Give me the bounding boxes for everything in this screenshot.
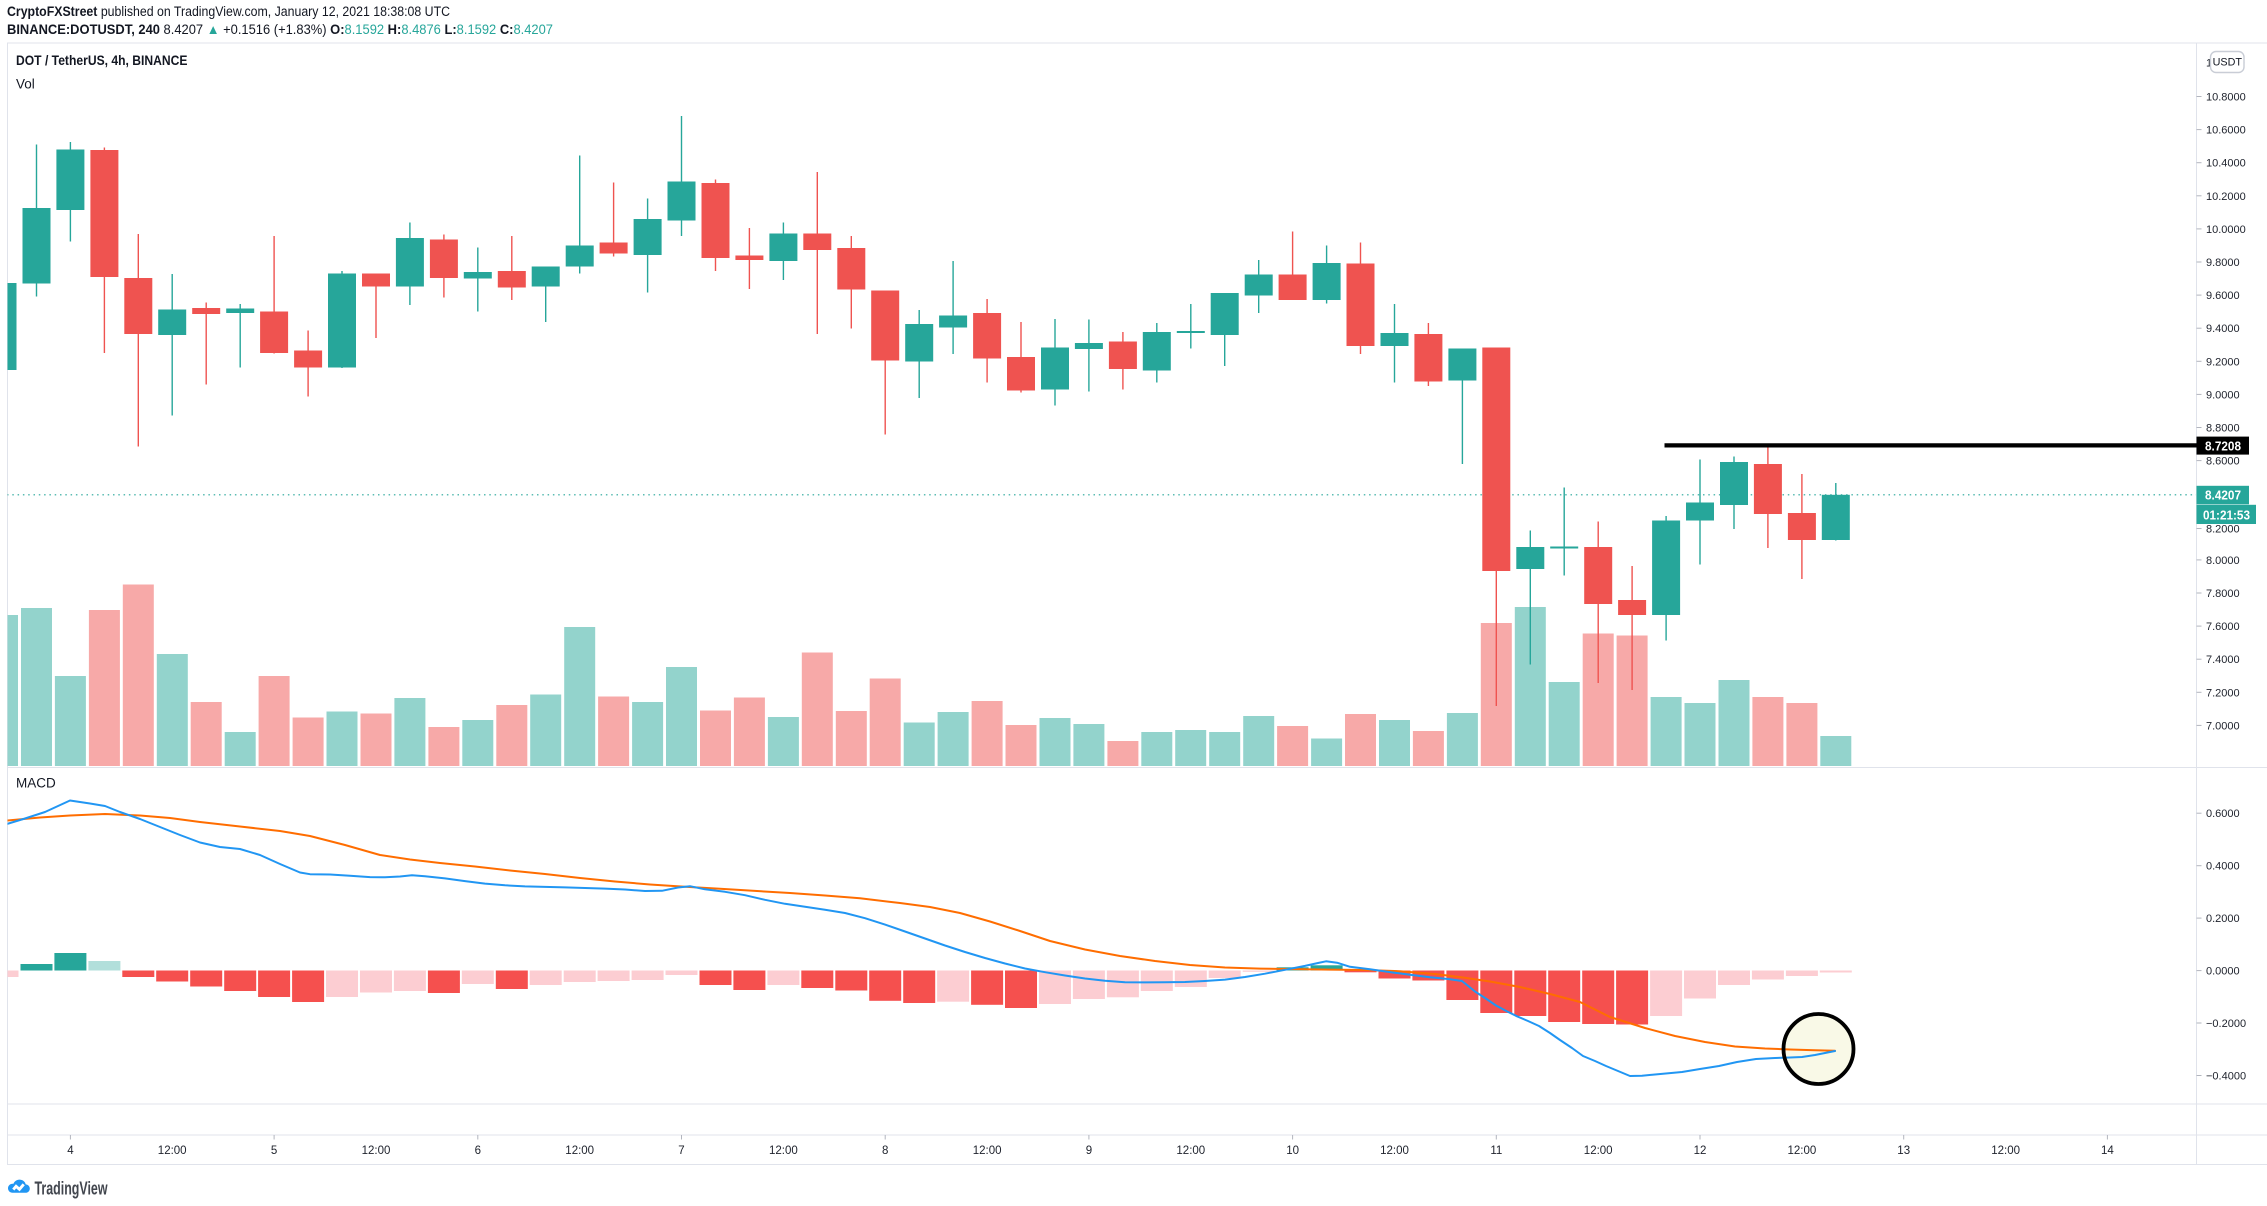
svg-text:12:00: 12:00 bbox=[1584, 1145, 1613, 1157]
svg-text:8: 8 bbox=[882, 1145, 888, 1157]
svg-text:−0.2000: −0.2000 bbox=[2206, 1018, 2246, 1030]
svg-text:0.0000: 0.0000 bbox=[2206, 966, 2240, 978]
svg-text:9: 9 bbox=[1086, 1145, 1092, 1157]
svg-text:9.0000: 9.0000 bbox=[2206, 389, 2240, 401]
svg-text:7.8000: 7.8000 bbox=[2206, 588, 2240, 600]
svg-text:0.4000: 0.4000 bbox=[2206, 861, 2240, 873]
svg-text:7.6000: 7.6000 bbox=[2206, 621, 2240, 633]
svg-text:5: 5 bbox=[271, 1145, 277, 1157]
svg-text:9.2000: 9.2000 bbox=[2206, 356, 2240, 368]
svg-text:7: 7 bbox=[678, 1145, 684, 1157]
svg-text:13: 13 bbox=[1897, 1145, 1910, 1157]
svg-text:12:00: 12:00 bbox=[1991, 1145, 2020, 1157]
svg-text:CryptoFXStreet published on Tr: CryptoFXStreet published on TradingView.… bbox=[7, 4, 450, 19]
svg-text:9.8000: 9.8000 bbox=[2206, 257, 2240, 269]
svg-text:12:00: 12:00 bbox=[1176, 1145, 1205, 1157]
svg-text:12:00: 12:00 bbox=[362, 1145, 391, 1157]
svg-text:12: 12 bbox=[1694, 1145, 1707, 1157]
svg-text:11: 11 bbox=[1490, 1145, 1502, 1157]
svg-text:8.7208: 8.7208 bbox=[2205, 439, 2241, 453]
svg-text:10.2000: 10.2000 bbox=[2206, 191, 2246, 203]
svg-text:7.4000: 7.4000 bbox=[2206, 654, 2240, 666]
svg-text:7.0000: 7.0000 bbox=[2206, 720, 2240, 732]
svg-text:7.2000: 7.2000 bbox=[2206, 687, 2240, 699]
svg-text:12:00: 12:00 bbox=[158, 1145, 187, 1157]
svg-text:12:00: 12:00 bbox=[1788, 1145, 1817, 1157]
svg-text:8.8000: 8.8000 bbox=[2206, 423, 2240, 435]
svg-text:10: 10 bbox=[1286, 1145, 1299, 1157]
svg-text:14: 14 bbox=[2101, 1145, 2114, 1157]
svg-text:9.6000: 9.6000 bbox=[2206, 290, 2240, 302]
svg-text:10.0000: 10.0000 bbox=[2206, 224, 2246, 236]
svg-text:−0.4000: −0.4000 bbox=[2206, 1071, 2246, 1083]
svg-text:0.6000: 0.6000 bbox=[2206, 808, 2240, 820]
svg-text:8.6000: 8.6000 bbox=[2206, 456, 2240, 468]
svg-text:8.4207: 8.4207 bbox=[2205, 489, 2241, 503]
svg-text:6: 6 bbox=[475, 1145, 481, 1157]
svg-text:10.8000: 10.8000 bbox=[2206, 92, 2246, 104]
svg-text:10.6000: 10.6000 bbox=[2206, 125, 2246, 137]
svg-text:0.2000: 0.2000 bbox=[2206, 913, 2240, 925]
svg-text:12:00: 12:00 bbox=[973, 1145, 1002, 1157]
svg-text:8.0000: 8.0000 bbox=[2206, 555, 2240, 567]
svg-text:12:00: 12:00 bbox=[1380, 1145, 1409, 1157]
svg-text:DOT / TetherUS, 4h, BINANCE: DOT / TetherUS, 4h, BINANCE bbox=[16, 53, 188, 68]
svg-text:10.4000: 10.4000 bbox=[2206, 158, 2246, 170]
svg-text:12:00: 12:00 bbox=[769, 1145, 798, 1157]
svg-text:MACD: MACD bbox=[16, 776, 56, 791]
svg-text:USDT: USDT bbox=[2213, 57, 2243, 69]
svg-text:01:21:53: 01:21:53 bbox=[2203, 508, 2250, 522]
svg-text:8.2000: 8.2000 bbox=[2206, 524, 2240, 536]
svg-text:BINANCE:DOTUSDT, 240 8.4207 ▲: BINANCE:DOTUSDT, 240 8.4207 ▲ +0.1516 (+… bbox=[7, 22, 553, 37]
svg-text:TradingView: TradingView bbox=[35, 1178, 108, 1199]
svg-text:12:00: 12:00 bbox=[565, 1145, 594, 1157]
svg-text:4: 4 bbox=[67, 1145, 74, 1157]
svg-text:Vol: Vol bbox=[16, 77, 35, 92]
svg-text:9.4000: 9.4000 bbox=[2206, 323, 2240, 335]
